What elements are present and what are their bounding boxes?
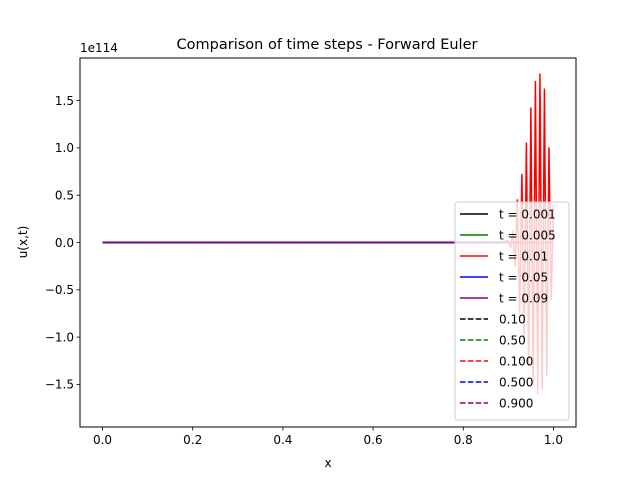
- y-ticks: −1.5 −1.0 −0.5 0.0 0.5 1.0 1.5: [45, 94, 80, 392]
- y-tick-label: −0.5: [45, 283, 74, 297]
- x-tick-label: 1.0: [544, 433, 563, 447]
- legend-label: 0.500: [499, 375, 533, 389]
- y-tick-label: −1.0: [45, 330, 74, 344]
- x-tick-label: 0.0: [93, 433, 112, 447]
- legend-label: 0.10: [499, 312, 526, 326]
- chart-title: Comparison of time steps - Forward Euler: [177, 37, 478, 53]
- y-tick-label: −1.5: [45, 378, 74, 392]
- legend-label: t = 0.09: [499, 291, 548, 305]
- y-axis-label: u(x,t): [16, 226, 30, 259]
- y-offset-label: 1e114: [80, 41, 118, 55]
- legend-label: t = 0.01: [499, 249, 548, 263]
- y-tick-label: 0.5: [55, 188, 74, 202]
- x-tick-label: 0.6: [364, 433, 383, 447]
- legend: t = 0.001 t = 0.005 t = 0.01 t = 0.05 t = 0.…: [454, 201, 570, 421]
- legend-label: t = 0.001: [499, 207, 556, 221]
- x-ticks: 0.0 0.2 0.4 0.6 0.8 1.0: [93, 427, 563, 447]
- y-tick-label: 1.0: [55, 141, 74, 155]
- y-tick-label: 1.5: [55, 94, 74, 108]
- legend-label: t = 0.005: [499, 228, 556, 242]
- x-tick-label: 0.4: [273, 433, 292, 447]
- legend-label: 0.50: [499, 333, 526, 347]
- x-tick-label: 0.8: [454, 433, 473, 447]
- y-tick-label: 0.0: [55, 236, 74, 250]
- x-tick-label: 0.2: [183, 433, 202, 447]
- legend-label: 0.900: [499, 396, 533, 410]
- legend-label: t = 0.05: [499, 270, 548, 284]
- legend-label: 0.100: [499, 354, 533, 368]
- x-axis-label: x: [324, 456, 331, 470]
